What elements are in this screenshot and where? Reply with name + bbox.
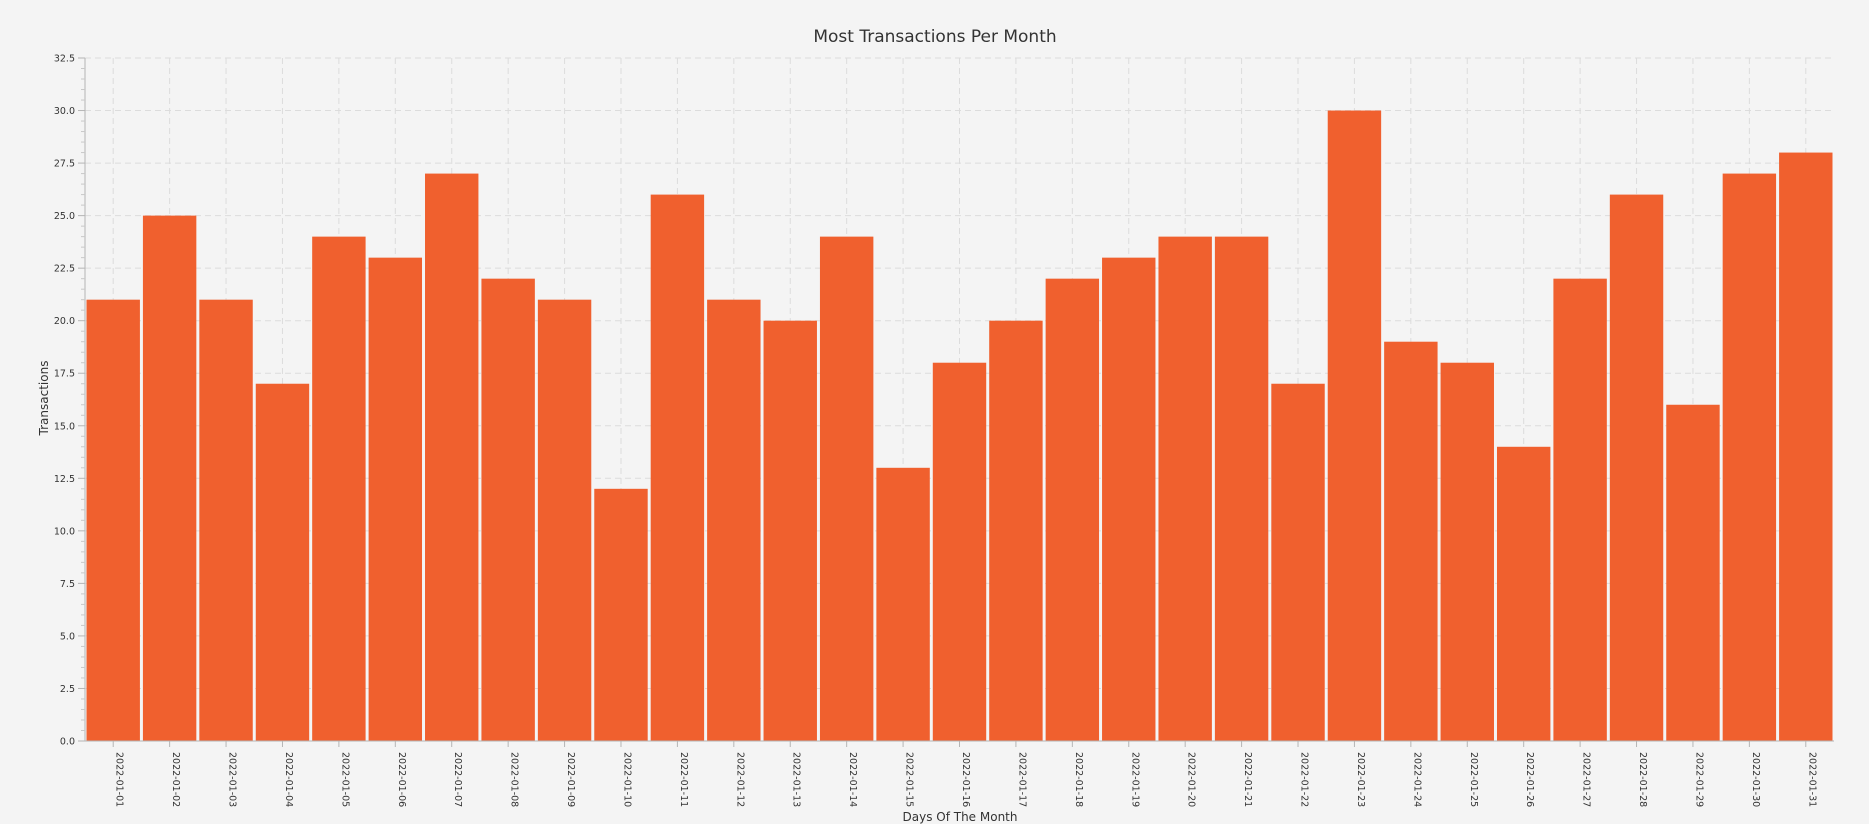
y-tick-label: 15.0 [54, 421, 75, 432]
y-tick-label: 7.5 [60, 579, 75, 590]
x-tick-label: 2022-01-11 [678, 752, 689, 807]
y-tick-label: 2.5 [60, 684, 75, 695]
y-tick-label: 0.0 [60, 737, 75, 748]
x-tick-label: 2022-01-30 [1750, 752, 1761, 807]
y-tick-label: 22.5 [54, 264, 75, 275]
x-tick-label: 2022-01-12 [734, 752, 745, 807]
y-tick-label: 17.5 [54, 369, 75, 380]
bar-2022-01-16 [932, 362, 987, 741]
x-tick-label: 2022-01-02 [170, 752, 181, 807]
bar-2022-01-25 [1440, 362, 1494, 741]
y-tick-label: 32.5 [54, 54, 75, 65]
bar-2022-01-24 [1384, 341, 1438, 741]
bar-2022-01-26 [1496, 446, 1551, 741]
y-tick-label: 20.0 [54, 316, 75, 327]
x-axis-label: Days Of The Month [903, 810, 1018, 824]
x-tick-label: 2022-01-27 [1581, 752, 1592, 807]
bar-2022-01-22 [1271, 383, 1325, 741]
y-axis-ticks: 0.0 2.5 5.0 7.5 10.0 12.5 15.0 17.5 20.0 22.5 25.0… [54, 54, 85, 748]
bar-2022-01-20 [1158, 236, 1212, 741]
bar-2022-01-30 [1722, 173, 1777, 742]
x-tick-label: 2022-01-15 [904, 752, 915, 807]
x-tick-label: 2022-01-18 [1073, 752, 1084, 807]
bar-2022-01-31 [1779, 152, 1833, 742]
y-axis-label: Transactions [37, 361, 51, 437]
x-tick-label: 2022-01-05 [339, 752, 350, 807]
x-tick-label: 2022-01-08 [509, 752, 520, 807]
x-tick-label: 2022-01-20 [1186, 752, 1197, 807]
chart-title: Most Transactions Per Month [813, 27, 1056, 47]
bar-2022-01-08 [481, 278, 535, 741]
bar-2022-01-07 [425, 173, 479, 742]
bar-2022-01-05 [312, 236, 366, 741]
x-tick-label: 2022-01-17 [1016, 752, 1027, 807]
bar-2022-01-23 [1327, 110, 1382, 742]
bar-2022-01-11 [650, 194, 705, 742]
bar-2022-01-10 [594, 488, 648, 741]
x-tick-label: 2022-01-09 [565, 752, 576, 807]
bar-2022-01-04 [255, 383, 310, 741]
x-tick-label: 2022-01-04 [283, 752, 294, 807]
bar-2022-01-06 [368, 257, 423, 741]
x-tick-label: 2022-01-16 [960, 752, 971, 807]
bar-2022-01-12 [707, 299, 761, 741]
bar-2022-01-09 [537, 299, 592, 741]
y-tick-label: 27.5 [54, 159, 75, 170]
x-tick-label: 2022-01-06 [396, 752, 407, 807]
bar-2022-01-19 [1102, 257, 1156, 741]
bar-2022-01-27 [1553, 278, 1607, 741]
y-tick-label: 25.0 [54, 211, 75, 222]
x-tick-label: 2022-01-14 [847, 752, 858, 807]
x-tick-label: 2022-01-28 [1637, 752, 1648, 807]
bar-2022-01-15 [876, 467, 930, 741]
bar-2022-01-13 [763, 320, 817, 741]
bar-2022-01-03 [199, 299, 253, 741]
x-tick-label: 2022-01-25 [1468, 752, 1479, 807]
x-tick-label: 2022-01-13 [791, 752, 802, 807]
bars [86, 110, 1833, 742]
x-tick-label: 2022-01-23 [1355, 752, 1366, 807]
bar-2022-01-21 [1214, 236, 1269, 741]
x-tick-label: 2022-01-29 [1693, 752, 1704, 807]
x-tick-label: 2022-01-03 [227, 752, 238, 807]
x-tick-label: 2022-01-10 [621, 752, 632, 807]
y-tick-label: 12.5 [54, 474, 75, 485]
x-tick-label: 2022-01-31 [1806, 752, 1817, 807]
y-tick-label: 30.0 [54, 106, 75, 117]
bar-2022-01-17 [989, 320, 1043, 741]
x-tick-label: 2022-01-22 [1299, 752, 1310, 807]
y-tick-label: 5.0 [60, 631, 75, 642]
x-tick-label: 2022-01-26 [1524, 752, 1535, 807]
bar-2022-01-02 [142, 215, 197, 742]
bar-2022-01-01 [86, 299, 140, 741]
bar-2022-01-18 [1045, 278, 1100, 741]
x-tick-label: 2022-01-21 [1242, 752, 1253, 807]
x-tick-label: 2022-01-01 [114, 752, 125, 807]
x-tick-label: 2022-01-07 [452, 752, 463, 807]
bar-2022-01-28 [1609, 194, 1664, 742]
x-tick-label: 2022-01-24 [1411, 752, 1422, 807]
bar-2022-01-14 [819, 236, 874, 741]
y-tick-label: 10.0 [54, 526, 75, 537]
bar-2022-01-29 [1666, 404, 1720, 741]
x-tick-label: 2022-01-19 [1129, 752, 1140, 807]
x-axis-ticks: 2022-01-01 2022-01-02 2022-01-03 2022-01-04… [112, 741, 1817, 807]
